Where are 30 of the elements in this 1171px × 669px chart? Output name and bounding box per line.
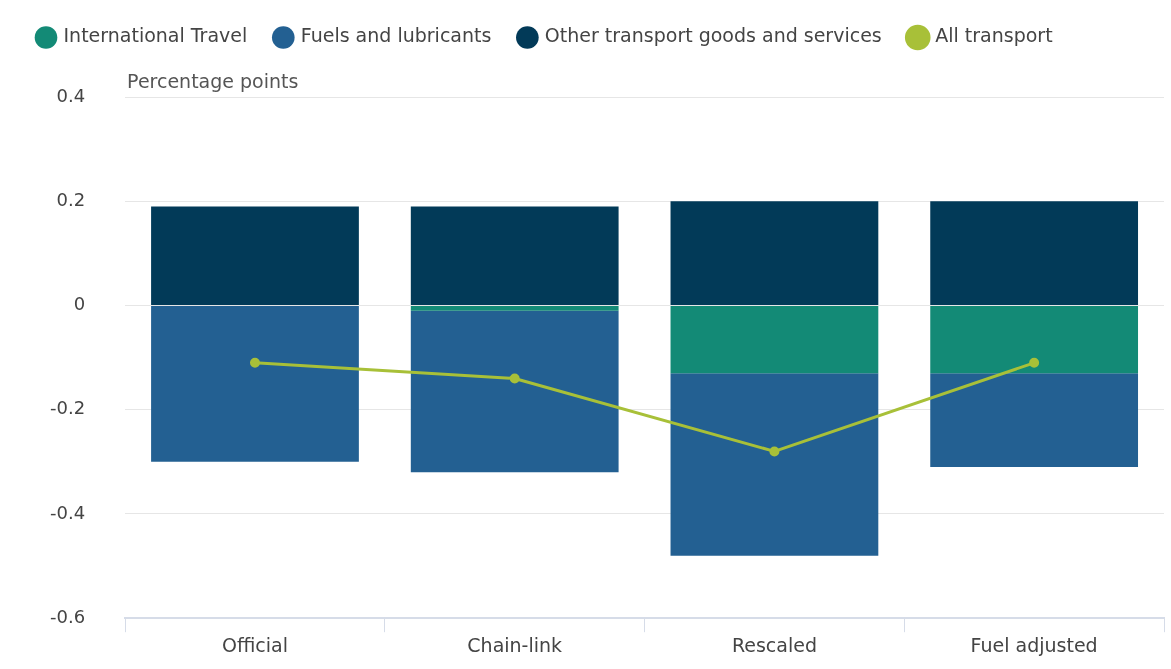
y-tick-label: 0 [73, 293, 86, 315]
bar [930, 373, 1139, 468]
bar [670, 373, 879, 556]
y-tick-label: 0.2 [56, 188, 86, 210]
bar [670, 201, 879, 305]
x-tick-label: Chain-link [467, 633, 563, 656]
bar [670, 305, 879, 374]
legend-label: All transport [935, 24, 1053, 47]
bar [930, 201, 1139, 305]
bar [151, 206, 359, 305]
point [249, 357, 260, 368]
point [769, 446, 780, 457]
y-axis-title: Percentage points [127, 70, 299, 93]
x-tick-label: Official [221, 633, 288, 656]
point [1029, 357, 1040, 368]
y-tick-label: -0.2 [50, 397, 86, 419]
bar [930, 305, 1139, 374]
legend-label: International Travel [63, 24, 248, 47]
y-tick-label: -0.6 [50, 605, 86, 627]
y-tick-label: -0.4 [50, 501, 86, 523]
bar [410, 310, 619, 473]
bar [151, 305, 359, 462]
y-tick-label: 0.4 [56, 84, 86, 106]
legend-label: Fuels and lubricants [300, 24, 492, 47]
point [509, 373, 520, 384]
bar [410, 305, 619, 311]
bar [410, 206, 619, 305]
x-tick-label: Fuel adjusted [970, 633, 1098, 656]
legend-label: Other transport goods and services [544, 24, 882, 47]
x-tick-label: Rescaled [731, 633, 817, 656]
